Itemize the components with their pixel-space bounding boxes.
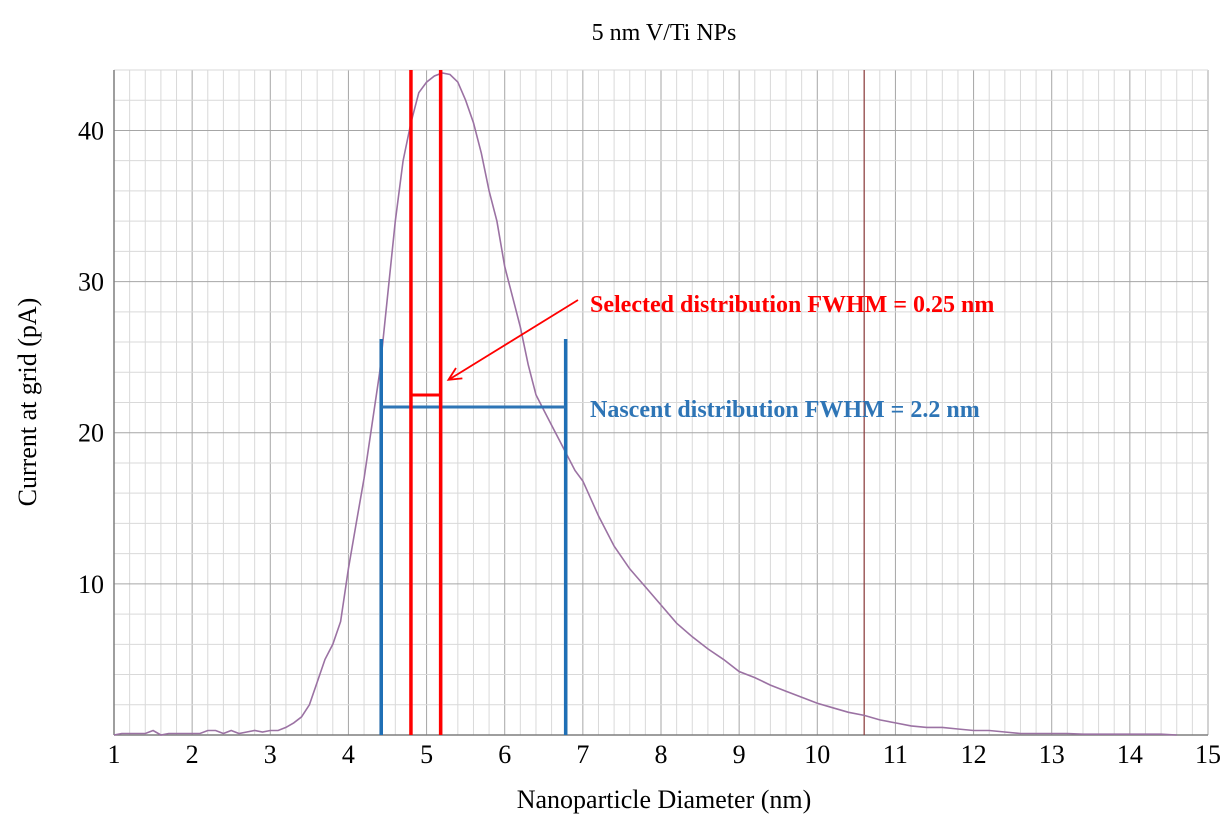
x-tick-label: 6 (498, 740, 511, 769)
plot-marks (113, 70, 1177, 736)
x-tick-label: 2 (186, 740, 199, 769)
x-tick-label: 8 (655, 740, 668, 769)
y-tick-label: 40 (78, 116, 104, 145)
x-tick-label: 11 (883, 740, 908, 769)
y-axis-label: Current at grid (pA) (13, 298, 42, 507)
grid (113, 69, 1209, 736)
y-tick-labels: 10 20 30 40 (78, 116, 104, 598)
selected-arrow-head (446, 367, 463, 381)
x-tick-labels: 1 2 3 4 5 6 7 8 9 10 11 12 13 14 15 (108, 740, 1222, 769)
x-tick-label: 15 (1195, 740, 1221, 769)
x-tick-label: 10 (804, 740, 830, 769)
x-tick-label: 7 (576, 740, 589, 769)
chart-title: 5 nm V/Ti NPs (592, 20, 737, 46)
x-tick-label: 13 (1039, 740, 1065, 769)
y-tick-label: 20 (78, 419, 104, 448)
nascent-fwhm-label: Nascent distribution FWHM = 2.2 nm (590, 397, 980, 423)
x-tick-label: 9 (733, 740, 746, 769)
x-axis-label: Nanoparticle Diameter (nm) (517, 785, 812, 814)
y-tick-label: 10 (78, 570, 104, 599)
y-tick-label: 30 (78, 268, 104, 297)
x-tick-label: 3 (264, 740, 277, 769)
x-tick-label: 4 (342, 740, 355, 769)
x-tick-label: 14 (1117, 740, 1143, 769)
selected-fwhm-label: Selected distribution FWHM = 0.25 nm (590, 292, 994, 318)
x-tick-label: 12 (961, 740, 987, 769)
selected-arrow-shaft (447, 299, 579, 381)
current-curve (113, 72, 1177, 736)
x-tick-label: 5 (420, 740, 433, 769)
x-tick-label: 1 (108, 740, 121, 769)
